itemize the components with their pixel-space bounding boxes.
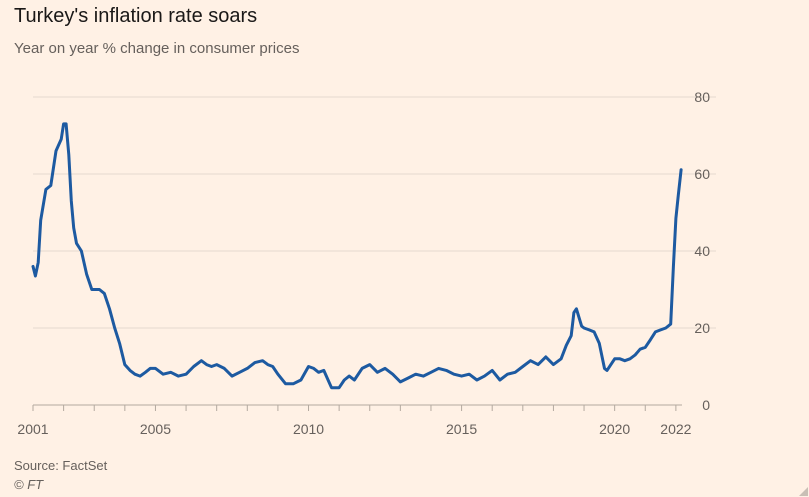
resize-handle-icon[interactable] [795,483,809,497]
inflation-series-line [31,122,683,390]
x-tick-label: 2010 [293,421,324,437]
x-tick-label: 2020 [599,421,630,437]
x-tick-label: 2015 [446,421,477,437]
y-tick-label: 80 [694,89,710,105]
x-tick-label: 2001 [17,421,48,437]
y-tick-label: 60 [694,166,710,182]
source-note: Source: FactSet [14,458,108,473]
chart-subtitle: Year on year % change in consumer prices [14,40,300,57]
x-tick-label: 2005 [140,421,171,437]
y-tick-label: 40 [694,243,710,259]
y-tick-label: 20 [694,320,710,336]
chart-title: Turkey's inflation rate soars [14,5,258,27]
ft-credit: © FT [14,477,44,492]
y-tick-label: 0 [702,397,710,413]
x-tick-label: 2022 [660,421,691,437]
